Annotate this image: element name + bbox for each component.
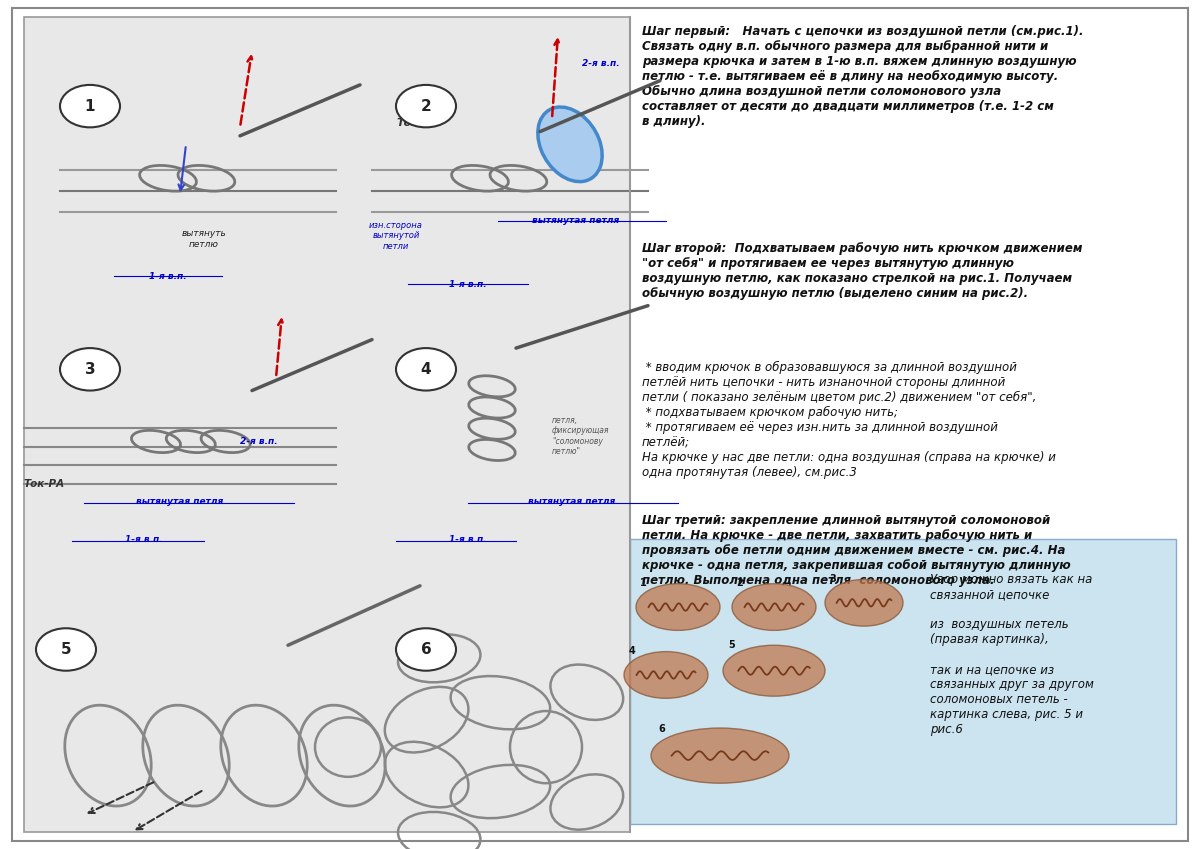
Text: вытянутая петля: вытянутая петля [137,497,223,506]
Text: 2-я в.п.: 2-я в.п. [240,437,277,446]
Text: Шаг третий: закрепление длинной вытянутой соломоновой
петли. На крючке - две пет: Шаг третий: закрепление длинной вытянуто… [642,514,1070,587]
Text: 1-я в.п.: 1-я в.п. [125,535,163,544]
Text: Шаг первый:   Начать с цепочки из воздушной петли (см.рис.1).
Связать одну в.п. : Шаг первый: Начать с цепочки из воздушно… [642,25,1084,128]
Text: 5: 5 [728,640,734,650]
Circle shape [396,628,456,671]
Text: 1-я в.п.: 1-я в.п. [449,280,487,290]
Ellipse shape [624,652,708,698]
Ellipse shape [538,107,602,182]
Text: 4: 4 [421,362,431,377]
Ellipse shape [826,579,904,627]
FancyBboxPatch shape [12,8,1188,841]
Text: 1-я в.п.: 1-я в.п. [149,272,187,281]
Ellipse shape [636,584,720,630]
Text: вытянуть
петлю: вытянуть петлю [181,229,227,249]
Text: вытянутая петля: вытянутая петля [528,497,616,506]
Ellipse shape [732,584,816,630]
Text: Ток-РА: Ток-РА [24,479,65,489]
Text: Узор можно вязать как на
связанной цепочке

из  воздушных петель
(правая картинк: Узор можно вязать как на связанной цепоч… [930,573,1094,736]
Text: вытянутая петля: вытянутая петля [533,216,619,226]
Circle shape [60,85,120,127]
Text: изн.сторона
вытянутой
петли: изн.сторона вытянутой петли [370,221,422,250]
Text: петля,
фиксирующая
"соломонову
петлю": петля, фиксирующая "соломонову петлю" [552,416,610,456]
Text: 4: 4 [629,646,635,656]
Circle shape [396,85,456,127]
Text: 5: 5 [61,642,71,657]
Circle shape [396,348,456,391]
Text: 2: 2 [421,98,431,114]
Text: 1: 1 [641,578,647,588]
Text: 6: 6 [658,723,665,734]
Text: 1-я в.п.: 1-я в.п. [449,535,487,544]
Circle shape [60,348,120,391]
Text: * вводим крючок в образовавшуюся за длинной воздушной
петлёй нить цепочки - нить: * вводим крючок в образовавшуюся за длин… [642,361,1056,479]
FancyBboxPatch shape [630,539,1176,824]
Text: 2: 2 [737,578,743,588]
Text: 2-я в.п.: 2-я в.п. [582,59,619,68]
Circle shape [36,628,96,671]
Ellipse shape [722,645,826,696]
FancyBboxPatch shape [24,17,630,832]
Text: 6: 6 [421,642,431,657]
Ellipse shape [650,728,790,783]
Text: 3: 3 [829,574,835,584]
Text: 3: 3 [85,362,95,377]
Text: Ток-РА: Ток-РА [396,118,440,128]
Text: Шаг второй:  Подхватываем рабочую нить крючком движением
"от себя" и протягиваем: Шаг второй: Подхватываем рабочую нить кр… [642,242,1082,300]
Text: 1: 1 [85,98,95,114]
